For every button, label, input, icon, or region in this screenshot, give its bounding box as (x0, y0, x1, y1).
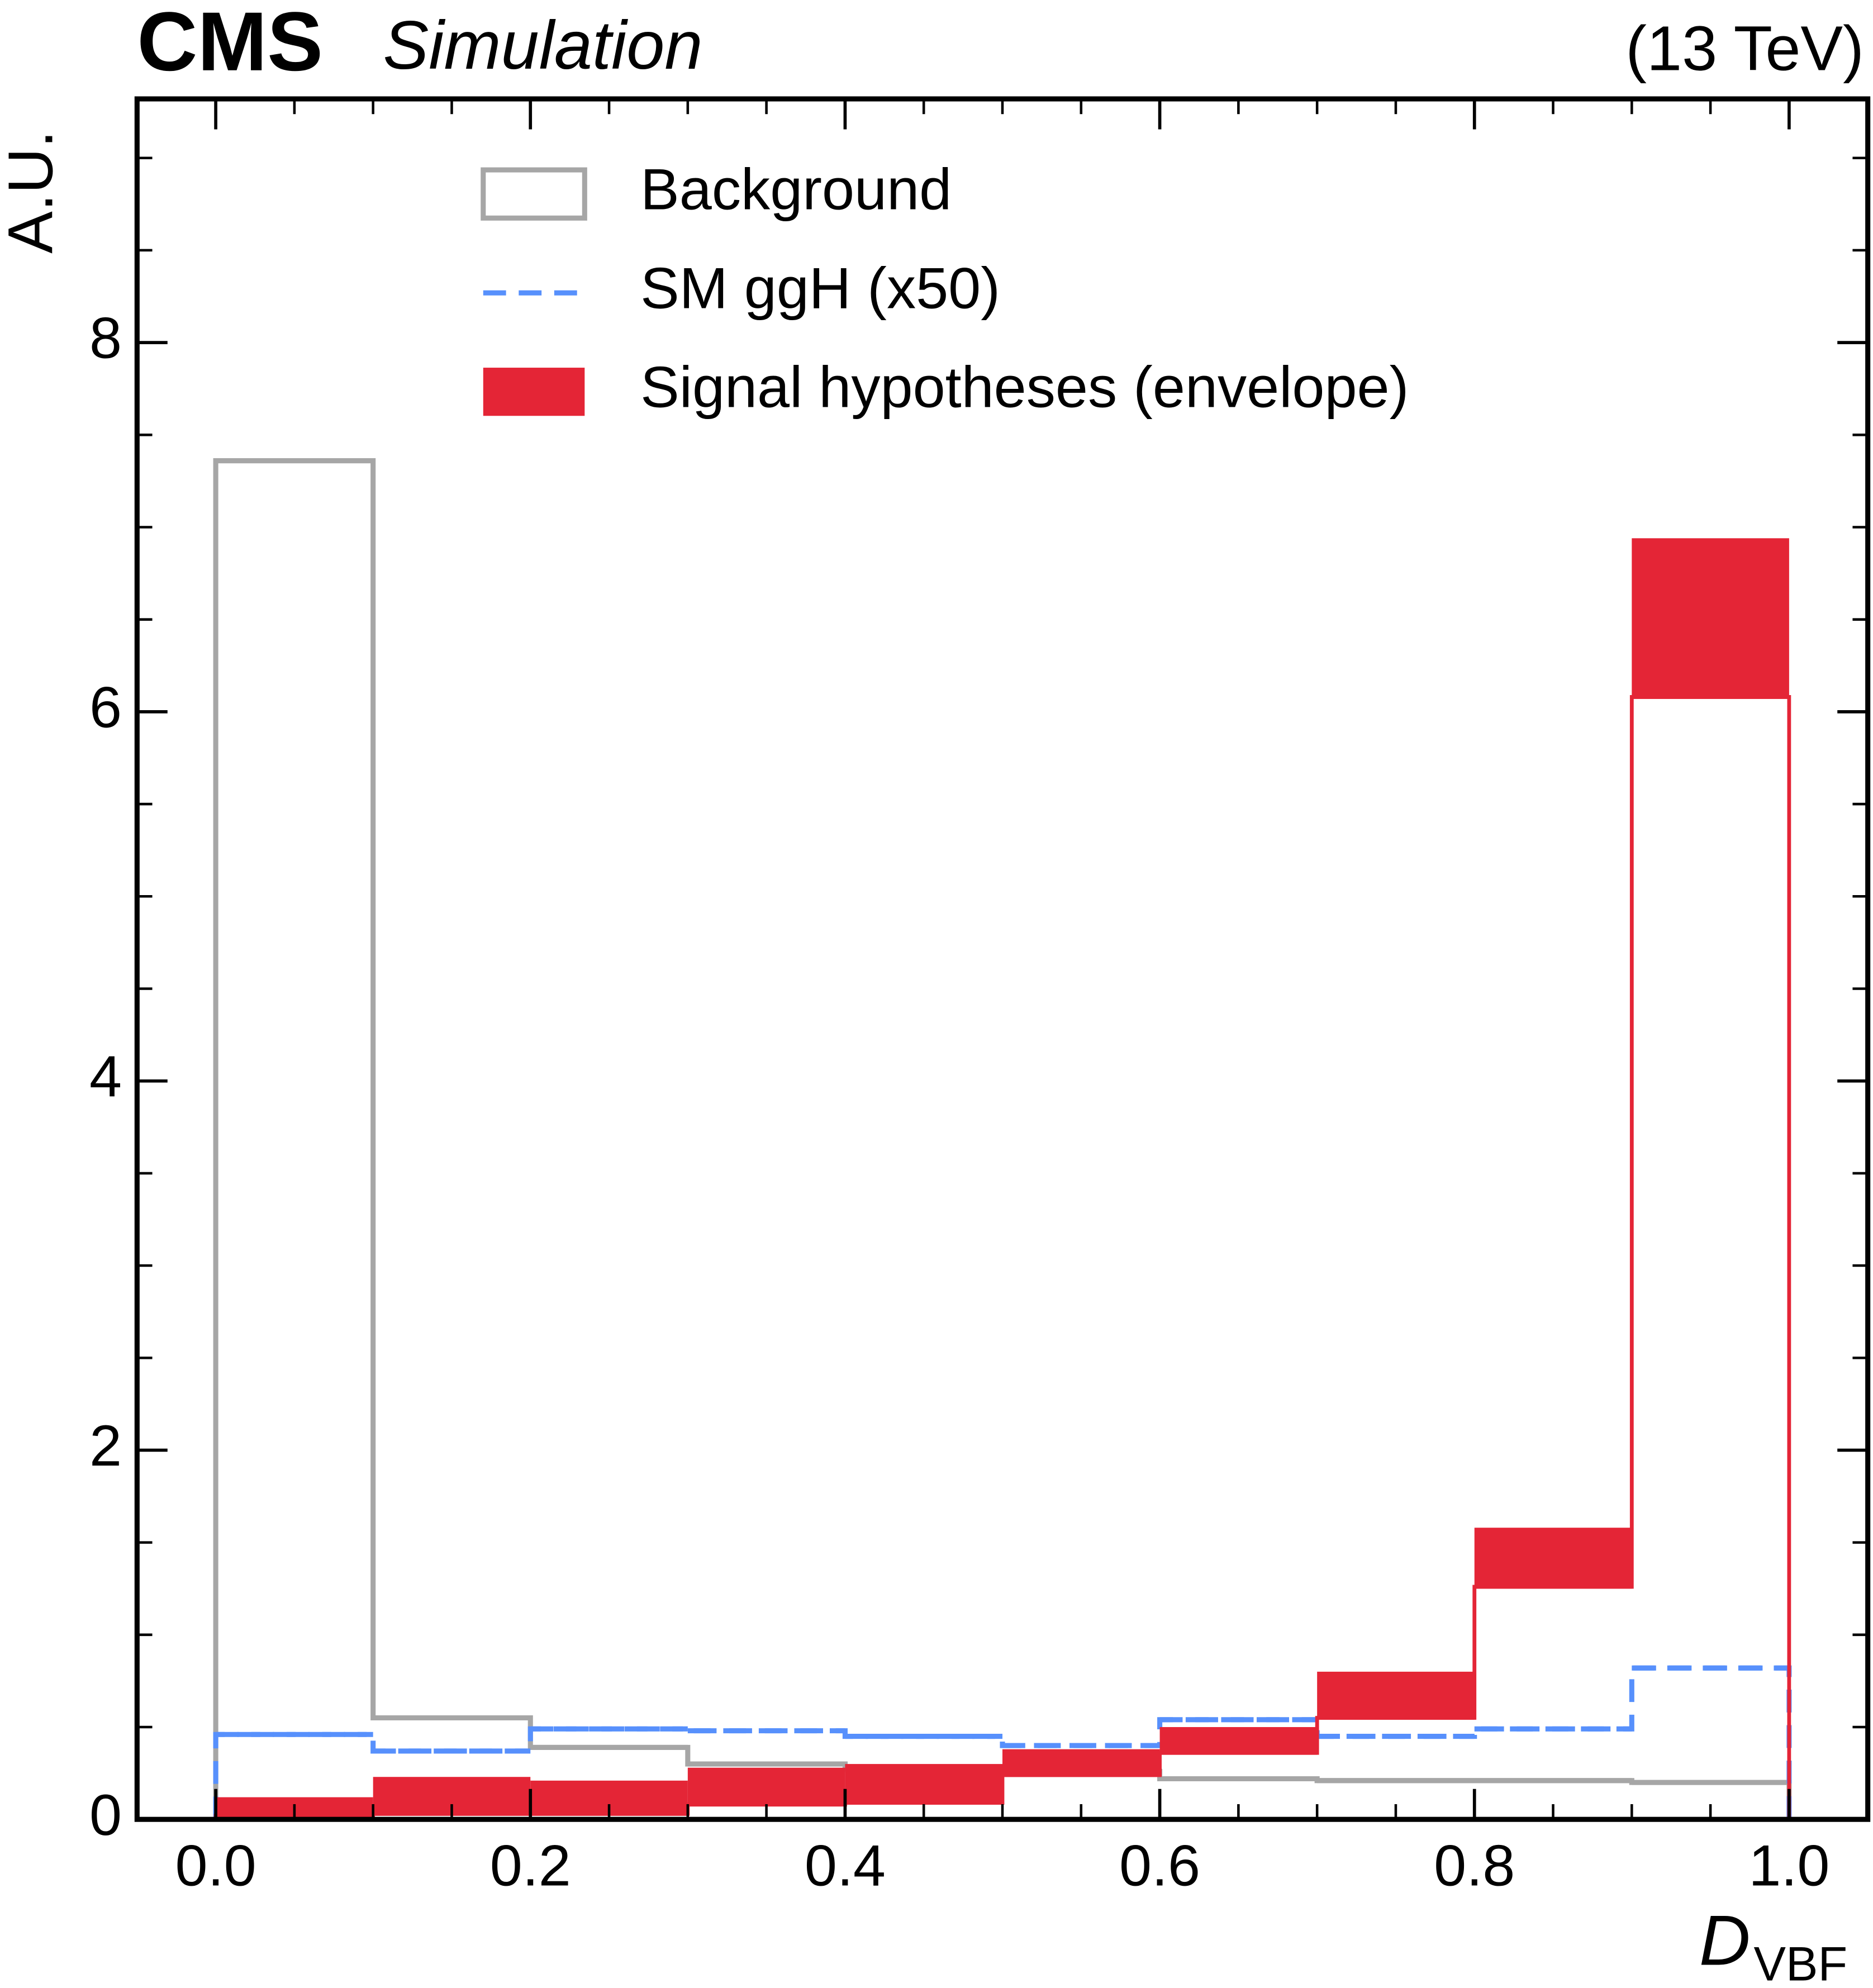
x-axis-label-subscript: VBF (1753, 1937, 1847, 1988)
x-tick-label: 0.0 (175, 1834, 256, 1899)
step-connector (213, 458, 1792, 1820)
legend-label: Background (640, 158, 952, 222)
x-tick-label: 0.2 (490, 1834, 571, 1899)
y-tick-label: 2 (89, 1414, 122, 1478)
envelope-bar (1474, 1528, 1632, 1587)
y-tick-label: 8 (89, 306, 122, 371)
experiment-label: CMS (137, 0, 323, 88)
envelope-bar (1317, 1671, 1475, 1718)
status-label: Simulation (383, 7, 703, 83)
x-tick-label: 0.8 (1434, 1834, 1515, 1899)
x-tick-label: 0.4 (805, 1834, 886, 1899)
envelope-bar (1632, 538, 1789, 697)
x-axis-label: D (1699, 1901, 1751, 1980)
x-tick-label: 0.6 (1119, 1834, 1200, 1899)
legend-label: Signal hypotheses (envelope) (640, 355, 1409, 420)
y-tick-label: 6 (89, 675, 122, 740)
x-tick-label: 1.0 (1748, 1834, 1829, 1899)
energy-label: (13 TeV) (1625, 13, 1864, 84)
envelope-bar (687, 1767, 845, 1805)
legend-swatch (483, 368, 585, 416)
legend-label: SM ggH (x50) (640, 256, 1000, 321)
legend-swatch (481, 167, 587, 221)
y-axis-label: A.U. (0, 130, 66, 254)
y-tick-label: 4 (89, 1044, 122, 1109)
envelope-bar (845, 1764, 1002, 1803)
envelope-bar (1002, 1749, 1160, 1775)
y-tick-label: 0 (89, 1783, 122, 1848)
step-connector (213, 695, 1791, 1820)
envelope-bar (1159, 1727, 1318, 1753)
